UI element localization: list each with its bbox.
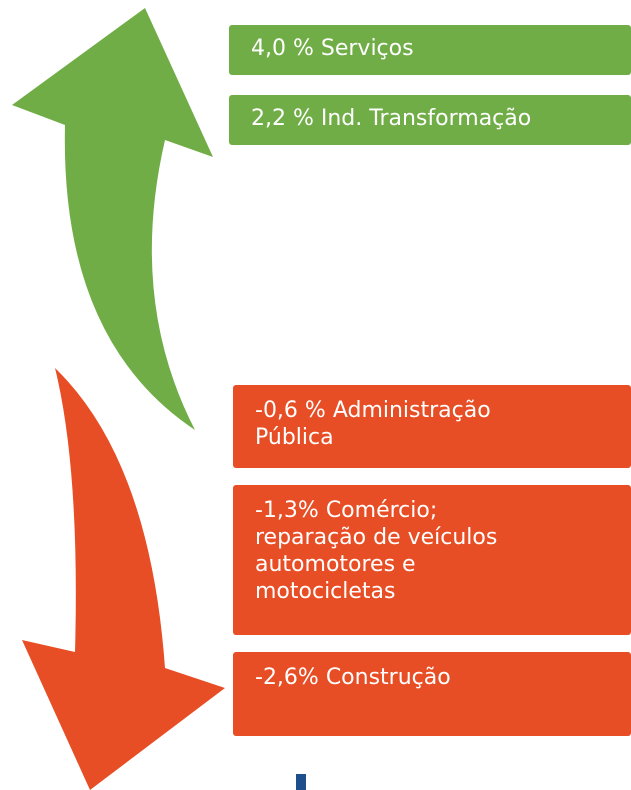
box-text: -1,3% Comércio; <box>255 498 438 523</box>
growth-box: 4,0 % Serviços <box>229 25 631 75</box>
box-text: -2,6% Construção <box>255 665 451 690</box>
up-arrow <box>12 8 213 430</box>
decline-box: -2,6% Construção <box>233 652 631 736</box>
growth-box: 2,2 % Ind. Transformação <box>229 95 631 145</box>
down-arrow <box>22 368 225 790</box>
box-text: motocicletas <box>255 579 396 604</box>
decline-box: -0,6 % Administração Pública <box>233 385 631 468</box>
logo-mark <box>296 774 306 790</box>
decline-box: -1,3% Comércio; reparação de veículos auto… <box>233 485 631 635</box>
box-text: reparação de veículos <box>255 525 498 550</box>
box-text: -0,6 % Administração <box>255 398 491 423</box>
box-text: Pública <box>255 425 334 450</box>
box-text: 4,0 % Serviços <box>251 36 414 61</box>
box-text: 2,2 % Ind. Transformação <box>251 106 532 131</box>
box-text: automotores e <box>255 552 416 577</box>
